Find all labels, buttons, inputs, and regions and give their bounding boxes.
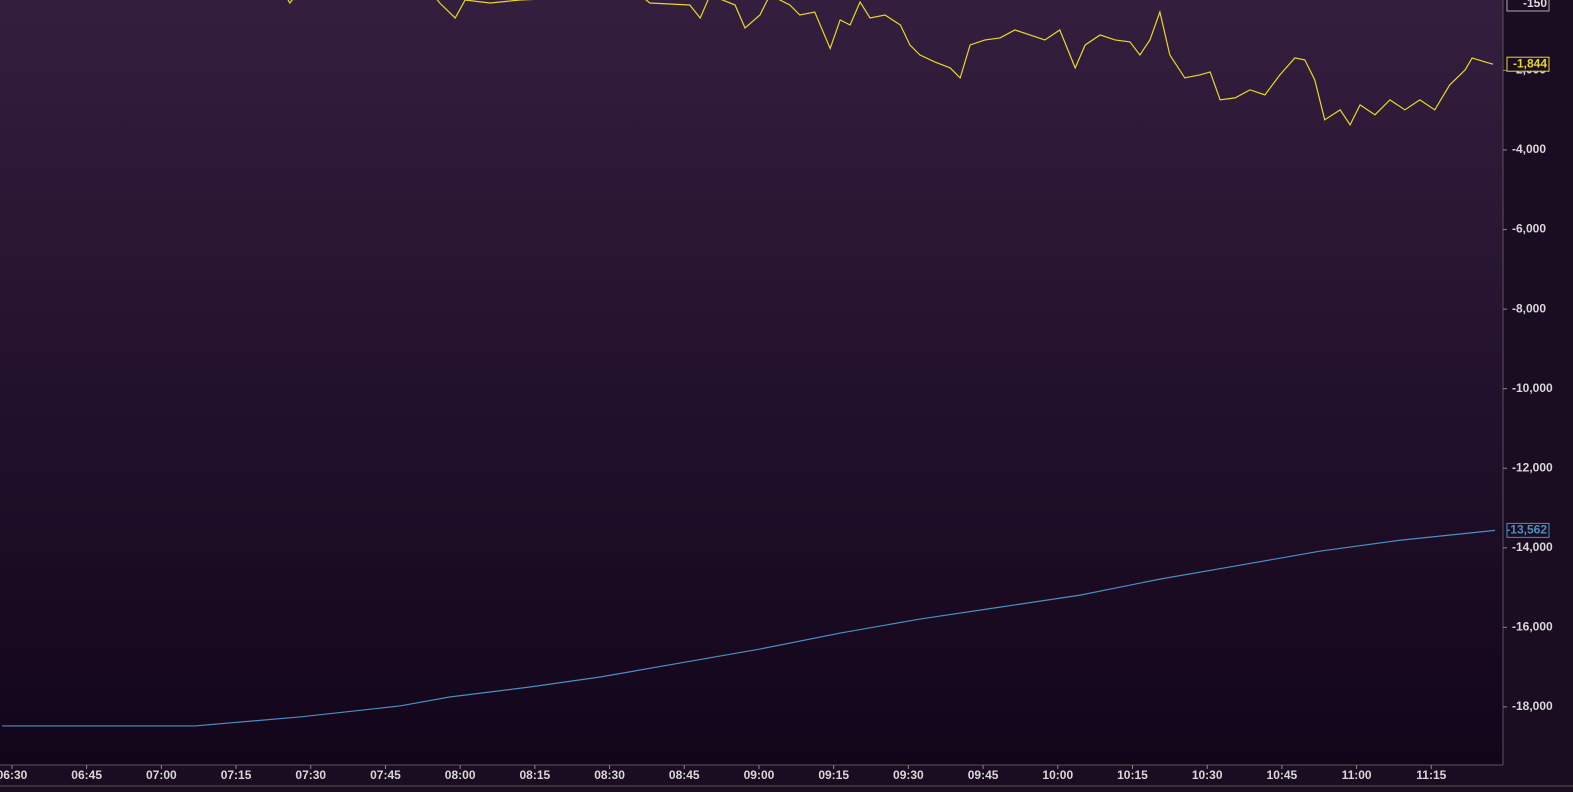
value-label: -1,844 — [1513, 56, 1547, 70]
x-tick-label: 08:45 — [669, 768, 700, 782]
x-tick-label: 07:15 — [221, 768, 252, 782]
x-tick-label: 10:45 — [1267, 768, 1298, 782]
value-label-box — [1506, 56, 1550, 72]
x-tick-label: 07:45 — [370, 768, 401, 782]
x-tick-label: 10:30 — [1192, 768, 1223, 782]
x-tick-label: 09:00 — [744, 768, 775, 782]
y-tick-label: -18,000 — [1512, 699, 1553, 713]
x-tick-label: 06:30 — [0, 768, 28, 782]
y-tick-label: -4,000 — [1512, 142, 1546, 156]
x-tick-label: 11:15 — [1416, 768, 1446, 782]
y-tick-label: -6,000 — [1512, 222, 1546, 236]
value-label-box — [1506, 522, 1550, 538]
x-tick-label: 07:00 — [146, 768, 177, 782]
x-tick-label: 09:15 — [818, 768, 849, 782]
x-tick-label: 08:00 — [445, 768, 476, 782]
y-tick-label: -14,000 — [1512, 540, 1553, 554]
x-tick-label: 10:15 — [1117, 768, 1148, 782]
y-tick-label: -16,000 — [1512, 620, 1553, 634]
y-tick-label: -12,000 — [1512, 460, 1553, 474]
value-label: -150 — [1523, 0, 1547, 10]
series-line — [1, 529, 1496, 727]
plot-area — [0, 0, 1503, 765]
x-tick-label: 11:00 — [1342, 768, 1372, 782]
value-label: -13,562 — [1506, 523, 1547, 537]
value-label-box — [1506, 0, 1550, 12]
y-axis-area — [1503, 0, 1573, 792]
x-axis-area — [0, 765, 1503, 792]
x-tick-label: 08:15 — [520, 768, 551, 782]
plot — [1, 0, 1496, 727]
x-tick-label: 09:45 — [968, 768, 999, 782]
y-tick-label: -8,000 — [1512, 301, 1546, 315]
y-tick-label: -10,000 — [1512, 381, 1553, 395]
x-tick-label: 07:30 — [295, 768, 326, 782]
series-line — [287, 0, 1494, 127]
x-tick-label: 09:30 — [893, 768, 924, 782]
x-tick-label: 08:30 — [594, 768, 625, 782]
x-tick-label: 06:45 — [71, 768, 102, 782]
x-tick-label: 10:00 — [1042, 768, 1073, 782]
